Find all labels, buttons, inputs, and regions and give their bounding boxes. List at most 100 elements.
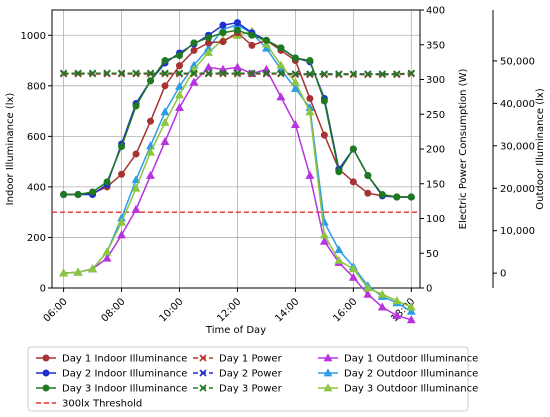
series-day-3-indoor-illuminance: [60, 26, 415, 201]
data-point: [219, 69, 227, 77]
data-point: [364, 172, 372, 180]
data-point: [377, 302, 387, 311]
data-point: [305, 170, 315, 179]
indoor-tick-label: 0: [40, 284, 46, 295]
data-point: [204, 62, 213, 71]
data-point: [131, 175, 141, 184]
data-point: [59, 268, 69, 277]
power-tick-label: 0: [426, 284, 432, 295]
data-point: [146, 147, 155, 156]
legend-label: Day 3 Outdoor Illuminance: [344, 384, 478, 395]
data-point: [407, 69, 415, 77]
data-point: [117, 217, 126, 226]
data-point: [204, 47, 213, 56]
legend-item-day-2-indoor-illuminance: Day 2 Indoor Illuminance: [36, 369, 187, 380]
data-point: [189, 77, 199, 86]
legend-item-day-3-outdoor-illuminance: Day 3 Outdoor Illuminance: [318, 383, 478, 395]
data-point: [146, 170, 155, 179]
data-point: [248, 31, 256, 39]
legend-marker: [199, 384, 207, 392]
x-axis-title: Time of Day: [205, 325, 266, 336]
data-point: [190, 39, 198, 47]
x-tick-label: 14:00: [273, 296, 301, 324]
data-point: [392, 296, 402, 305]
data-point: [248, 69, 256, 77]
indoor-tick-label: 1000: [21, 31, 46, 42]
legend-item-300lx-threshold: 300lx Threshold: [36, 399, 142, 410]
data-point: [305, 107, 315, 116]
outdoor-tick-label: 50,000: [500, 56, 535, 67]
data-point: [290, 83, 300, 92]
data-point: [160, 107, 170, 116]
legend-marker: [42, 384, 50, 392]
legend-label: Day 1 Outdoor Illuminance: [344, 354, 478, 365]
data-point: [406, 315, 416, 324]
data-point: [161, 82, 169, 90]
data-point: [60, 69, 68, 77]
data-point: [219, 21, 227, 29]
legend: Day 1 Indoor Illuminance Day 2 Indoor Ill…: [27, 346, 478, 412]
power-tick-label: 50: [426, 249, 439, 260]
legend-label: Day 1 Power: [219, 354, 283, 365]
power-tick-label: 200: [426, 145, 445, 156]
data-point: [364, 189, 372, 197]
data-point: [161, 69, 169, 77]
data-point: [233, 69, 242, 77]
legend-label: Day 2 Outdoor Illuminance: [344, 369, 478, 380]
data-point: [175, 102, 184, 111]
data-point: [73, 267, 83, 276]
data-point: [219, 38, 227, 46]
legend-item-day-1-indoor-illuminance: Day 1 Indoor Illuminance: [36, 354, 187, 365]
data-point: [334, 255, 344, 264]
power-tick-label: 150: [426, 179, 445, 190]
data-point: [262, 36, 270, 44]
data-point: [363, 289, 373, 298]
data-point: [320, 131, 328, 139]
data-point: [320, 97, 328, 105]
data-point: [132, 69, 140, 77]
legend-box: [27, 346, 469, 412]
legend-item-day-3-power: Day 3 Power: [193, 384, 283, 395]
data-point: [320, 70, 328, 78]
series-day-3-power: [60, 69, 415, 78]
data-point: [348, 272, 358, 281]
data-point: [131, 204, 141, 213]
data-point: [335, 168, 343, 176]
outdoor-tick-label: 10,000: [500, 226, 535, 237]
data-point: [393, 70, 401, 78]
data-point: [393, 193, 401, 201]
data-point: [204, 69, 213, 77]
data-point: [118, 170, 126, 178]
power-tick-label: 100: [426, 214, 445, 225]
outdoor-tick-label: 30,000: [500, 141, 535, 152]
data-point: [102, 253, 112, 262]
data-point: [290, 77, 300, 86]
data-point: [160, 136, 170, 145]
legend-marker: [323, 353, 333, 362]
indoor-tick-label: 800: [27, 81, 46, 92]
indoor-tick-label: 600: [27, 132, 46, 143]
legend-marker: [323, 368, 333, 377]
data-point: [117, 69, 126, 77]
outdoor-axis-title: Outdoor Illuminance (lx): [535, 88, 546, 210]
data-point: [248, 41, 256, 49]
data-point: [160, 117, 170, 126]
data-point: [175, 51, 183, 59]
data-point: [406, 302, 416, 311]
x-tick-label: 10:00: [157, 296, 185, 324]
legend-item-day-3-indoor-illuminance: Day 3 Indoor Illuminance: [36, 384, 187, 395]
data-point: [306, 57, 314, 65]
data-point: [277, 69, 285, 77]
data-point: [392, 310, 402, 319]
legend-label: Day 3 Indoor Illuminance: [62, 384, 187, 395]
data-point: [204, 34, 212, 42]
data-point: [132, 102, 140, 110]
data-point: [378, 70, 386, 78]
legend-marker: [199, 369, 207, 377]
data-point: [175, 81, 184, 90]
data-point: [190, 46, 198, 54]
data-point: [175, 69, 184, 77]
power-tick-label: 350: [426, 40, 445, 51]
data-point: [103, 178, 111, 186]
